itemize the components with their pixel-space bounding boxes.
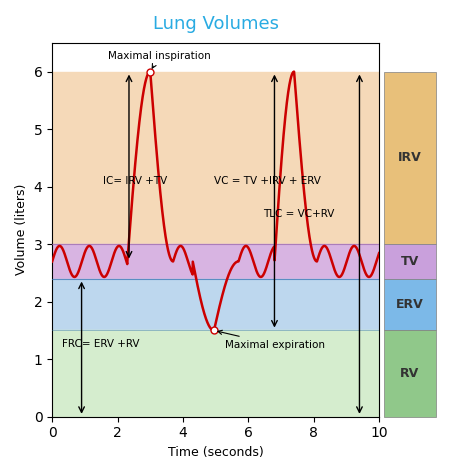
- Bar: [52, 330, 379, 417]
- Text: VC = TV +IRV + ERV: VC = TV +IRV + ERV: [214, 176, 321, 186]
- Bar: [384, 244, 436, 279]
- Text: TLC = VC+RV: TLC = VC+RV: [263, 209, 334, 219]
- Bar: [52, 244, 379, 279]
- Text: Maximal inspiration: Maximal inspiration: [108, 51, 210, 68]
- Text: RV: RV: [400, 367, 419, 380]
- Bar: [52, 279, 379, 330]
- Text: IC= IRV +TV: IC= IRV +TV: [103, 176, 167, 186]
- Text: IRV: IRV: [398, 151, 422, 164]
- Bar: [384, 330, 436, 417]
- Title: Lung Volumes: Lung Volumes: [153, 15, 279, 33]
- Text: ERV: ERV: [396, 298, 424, 311]
- Y-axis label: Volume (liters): Volume (liters): [15, 184, 28, 275]
- Text: TV: TV: [401, 255, 419, 268]
- Bar: [52, 72, 379, 244]
- Text: Maximal expiration: Maximal expiration: [218, 330, 326, 350]
- Bar: [384, 279, 436, 330]
- X-axis label: Time (seconds): Time (seconds): [168, 446, 264, 459]
- Text: FRC= ERV +RV: FRC= ERV +RV: [62, 338, 139, 348]
- Bar: [384, 72, 436, 244]
